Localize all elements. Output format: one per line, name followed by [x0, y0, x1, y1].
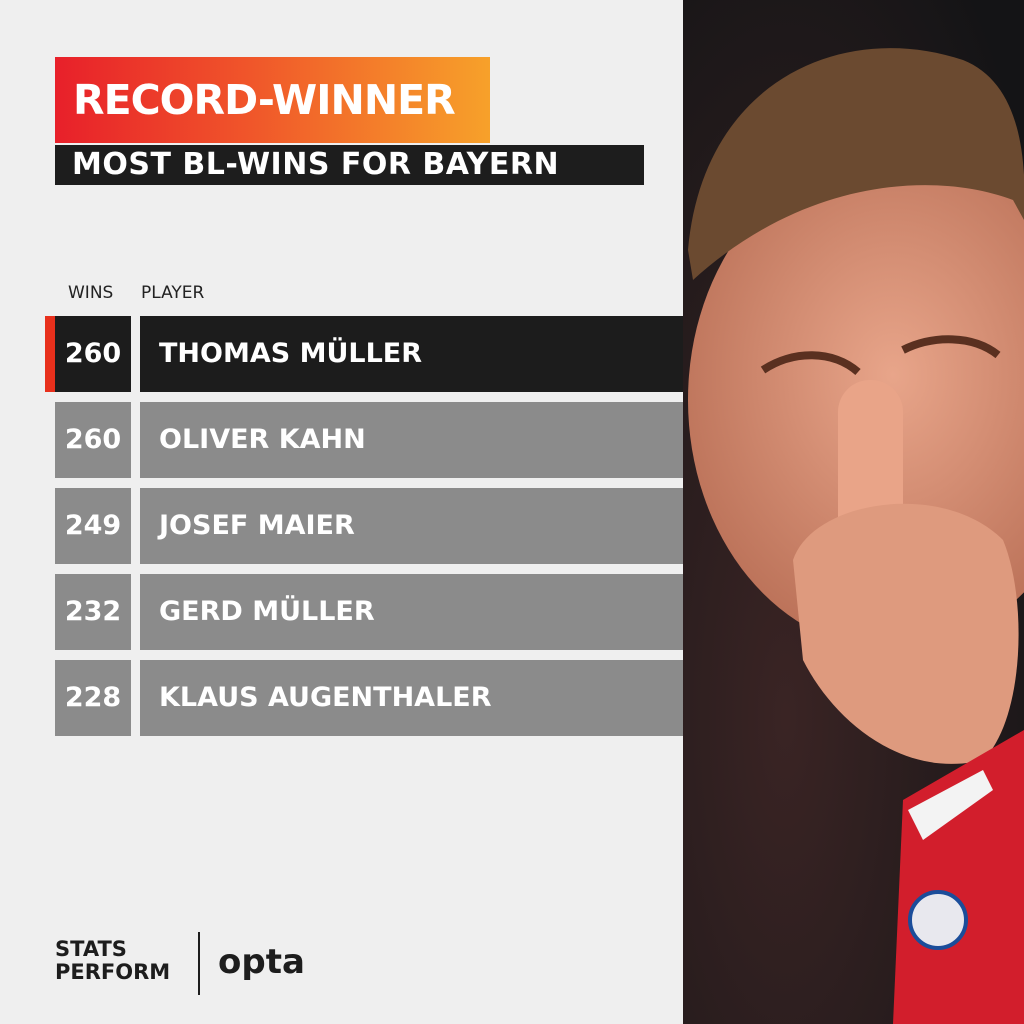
collar — [908, 770, 993, 840]
badge — [908, 890, 968, 950]
wins-cell: 232 — [55, 574, 131, 650]
title-background — [55, 57, 490, 143]
player-cell: GERD MÜLLER — [140, 574, 683, 650]
wins-cell: 260 — [55, 316, 131, 392]
column-header: WINS — [68, 283, 114, 303]
fist — [793, 503, 1019, 764]
title: RECORD-WINNER — [73, 76, 456, 124]
eye — [901, 335, 1001, 359]
wins-cell: 249 — [55, 488, 131, 564]
player-cell: KLAUS AUGENTHALER — [140, 660, 683, 736]
column-header: PLAYER — [141, 283, 205, 303]
subtitle: MOST BL-WINS FOR BAYERN — [72, 147, 560, 182]
logo-perform: PERFORM — [55, 960, 171, 984]
player-cell: OLIVER KAHN — [140, 402, 683, 478]
logo-opta: opta — [218, 942, 305, 982]
wins-cell: 228 — [55, 660, 131, 736]
logo-stats: STATS — [55, 937, 127, 961]
player-photo — [683, 0, 1024, 1024]
player-cell: JOSEF MAIER — [140, 488, 683, 564]
highlight-stripe — [45, 316, 55, 392]
eye — [760, 351, 861, 376]
subtitle-background — [55, 145, 644, 185]
logo-divider — [198, 932, 200, 995]
wins-cell: 260 — [55, 402, 131, 478]
player-cell: THOMAS MÜLLER — [140, 316, 683, 392]
hair — [688, 48, 1024, 280]
